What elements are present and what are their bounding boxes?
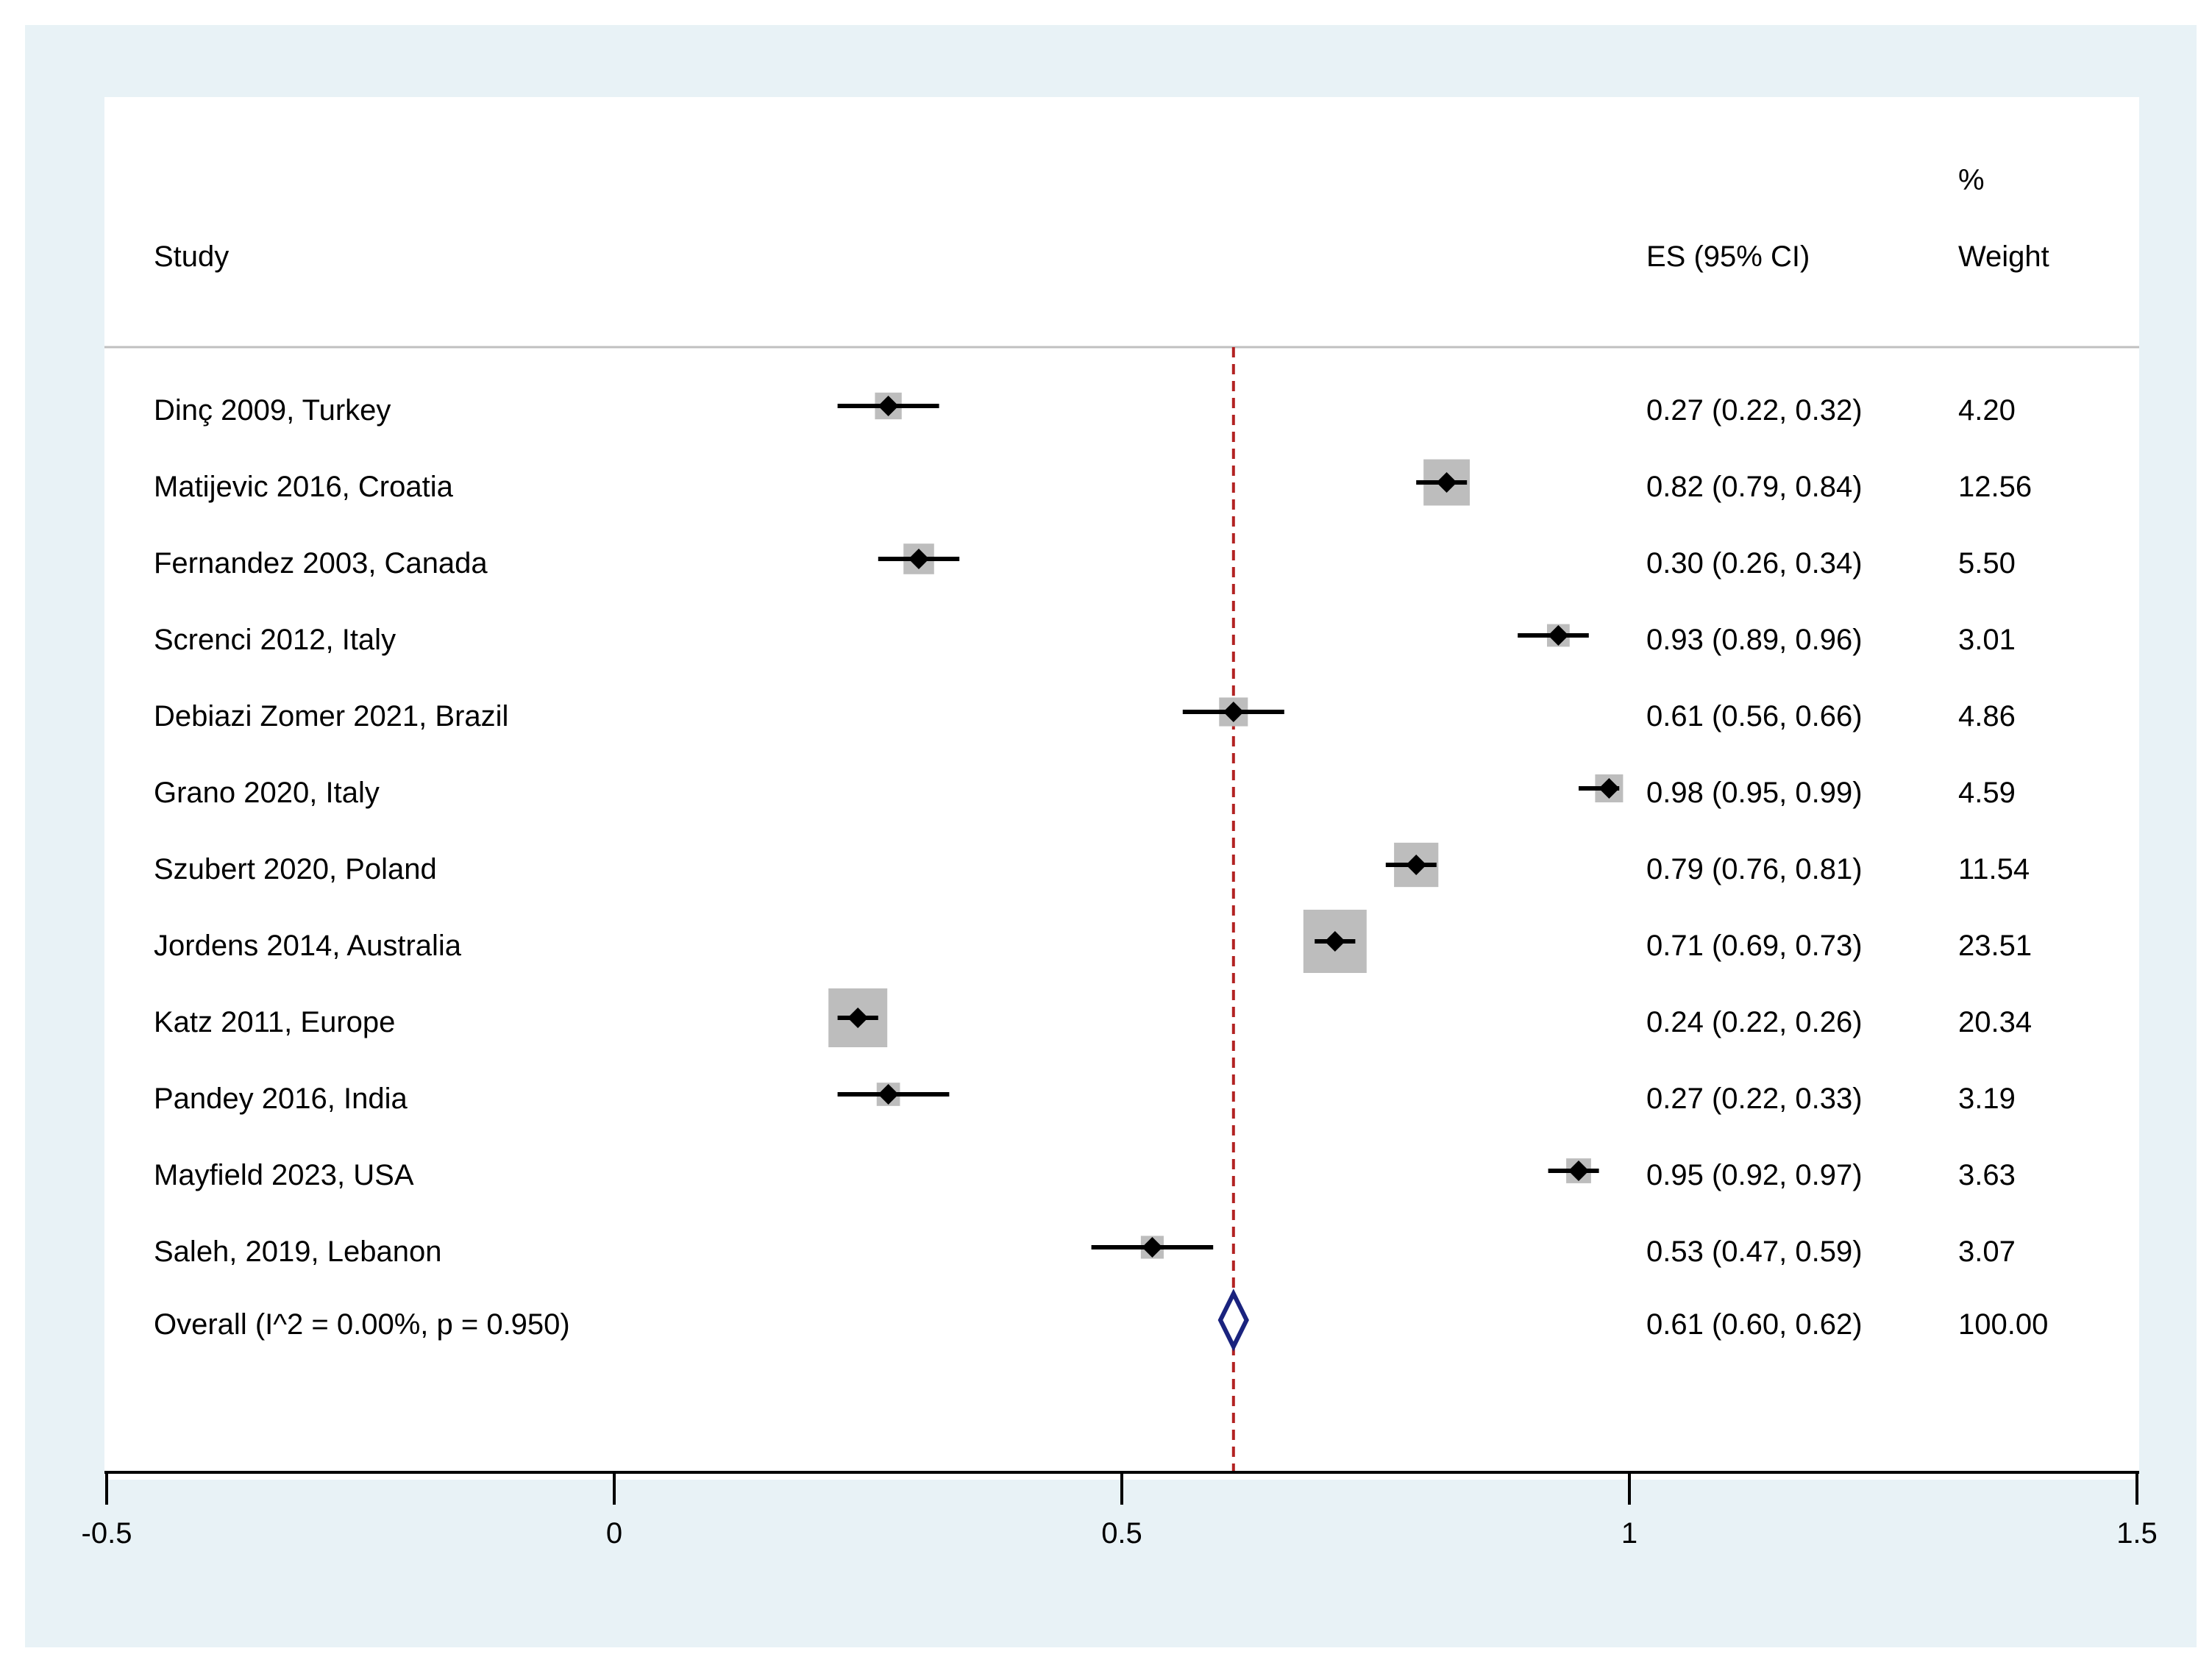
header-weight: Weight [1958, 240, 2049, 273]
es-ci-text: 0.98 (0.95, 0.99) [1646, 777, 1863, 809]
weight-text: 3.19 [1958, 1083, 2016, 1115]
overall-row: Overall (I^2 = 0.00%, p = 0.950) 0.61 (0… [154, 1288, 2048, 1352]
header-study: Study [154, 240, 229, 273]
weight-text: 4.59 [1958, 777, 2016, 809]
point-estimate-marker [1598, 778, 1620, 799]
study-row: Matijevic 2016, Croatia 0.82 (0.79, 0.84)… [154, 459, 2032, 506]
study-row: Dinç 2009, Turkey 0.27 (0.22, 0.32) 4.20 [154, 392, 2016, 427]
weight-text: 23.51 [1958, 930, 2032, 962]
es-ci-text: 0.30 (0.26, 0.34) [1646, 547, 1863, 580]
weight-text: 3.07 [1958, 1236, 2016, 1268]
study-row: Jordens 2014, Australia 0.71 (0.69, 0.73)… [154, 910, 2032, 973]
study-label: Screnci 2012, Italy [154, 624, 396, 656]
x-tick-label: 0 [606, 1517, 622, 1550]
point-estimate-marker [1223, 702, 1244, 722]
study-row: Katz 2011, Europe 0.24 (0.22, 0.26) 20.34 [154, 988, 2032, 1047]
point-estimate-marker [878, 1084, 899, 1105]
overall-weight-text: 100.00 [1958, 1308, 2048, 1341]
point-estimate-marker [1142, 1237, 1163, 1258]
x-tick-label: 0.5 [1101, 1517, 1142, 1550]
study-label: Debiazi Zomer 2021, Brazil [154, 700, 508, 732]
study-label: Mayfield 2023, USA [154, 1159, 414, 1191]
study-row: Szubert 2020, Poland 0.79 (0.76, 0.81) 11.… [154, 842, 2030, 888]
study-row: Screnci 2012, Italy 0.93 (0.89, 0.96) 3.01 [154, 624, 2016, 656]
es-ci-text: 0.27 (0.22, 0.32) [1646, 394, 1863, 427]
es-ci-text: 0.93 (0.89, 0.96) [1646, 624, 1863, 656]
overall-es-text: 0.61 (0.60, 0.62) [1646, 1308, 1863, 1341]
weight-text: 11.54 [1958, 853, 2030, 885]
point-estimate-marker [1436, 472, 1457, 493]
header-es: ES (95% CI) [1646, 240, 1810, 273]
point-estimate-marker [1406, 855, 1427, 875]
es-ci-text: 0.79 (0.76, 0.81) [1646, 853, 1863, 885]
x-axis: -0.5 0 0.5 1 1.5 [82, 1471, 2158, 1550]
es-ci-text: 0.27 (0.22, 0.33) [1646, 1083, 1863, 1115]
weight-text: 12.56 [1958, 471, 2032, 503]
study-row: Saleh, 2019, Lebanon 0.53 (0.47, 0.59) 3.0… [154, 1236, 2016, 1268]
point-estimate-marker [1548, 625, 1569, 646]
study-row: Pandey 2016, India 0.27 (0.22, 0.33) 3.19 [154, 1083, 2016, 1115]
x-tick-label: 1 [1621, 1517, 1637, 1550]
point-estimate-marker [878, 396, 899, 416]
weight-text: 20.34 [1958, 1006, 2032, 1038]
weight-text: 4.20 [1958, 394, 2016, 427]
point-estimate-marker [1324, 931, 1345, 952]
point-estimate-marker [847, 1008, 869, 1028]
study-label: Matijevic 2016, Croatia [154, 471, 454, 503]
es-ci-text: 0.82 (0.79, 0.84) [1646, 471, 1863, 503]
weight-text: 3.01 [1958, 624, 2016, 656]
study-row: Grano 2020, Italy 0.98 (0.95, 0.99) 4.59 [154, 774, 2016, 809]
point-estimate-marker [908, 549, 929, 569]
study-label: Fernandez 2003, Canada [154, 547, 488, 580]
header-weight-percent: % [1958, 164, 1985, 196]
es-ci-text: 0.71 (0.69, 0.73) [1646, 930, 1863, 962]
study-label: Pandey 2016, India [154, 1083, 408, 1115]
es-ci-text: 0.95 (0.92, 0.97) [1646, 1159, 1863, 1191]
study-label: Grano 2020, Italy [154, 777, 380, 809]
study-label: Jordens 2014, Australia [154, 930, 462, 962]
study-row: Debiazi Zomer 2021, Brazil 0.61 (0.56, 0.… [154, 697, 2016, 732]
weight-text: 4.86 [1958, 700, 2016, 732]
study-rows: Dinç 2009, Turkey 0.27 (0.22, 0.32) 4.20 Ma… [154, 392, 2032, 1268]
es-ci-text: 0.53 (0.47, 0.59) [1646, 1236, 1863, 1268]
study-row: Fernandez 2003, Canada 0.30 (0.26, 0.34) 5… [154, 543, 2016, 580]
weight-text: 3.63 [1958, 1159, 2016, 1191]
point-estimate-marker [1568, 1160, 1589, 1181]
x-tick-label: 1.5 [2116, 1517, 2158, 1550]
es-ci-text: 0.61 (0.56, 0.66) [1646, 700, 1863, 732]
es-ci-text: 0.24 (0.22, 0.26) [1646, 1006, 1863, 1038]
overall-label: Overall (I^2 = 0.00%, p = 0.950) [154, 1308, 570, 1341]
overall-diamond [1217, 1288, 1249, 1352]
study-label: Saleh, 2019, Lebanon [154, 1236, 441, 1268]
study-label: Szubert 2020, Poland [154, 853, 437, 885]
x-tick-label: -0.5 [82, 1517, 132, 1550]
weight-text: 5.50 [1958, 547, 2016, 580]
study-label: Katz 2011, Europe [154, 1006, 395, 1038]
study-label: Dinç 2009, Turkey [154, 394, 391, 427]
study-row: Mayfield 2023, USA 0.95 (0.92, 0.97) 3.63 [154, 1158, 2016, 1191]
